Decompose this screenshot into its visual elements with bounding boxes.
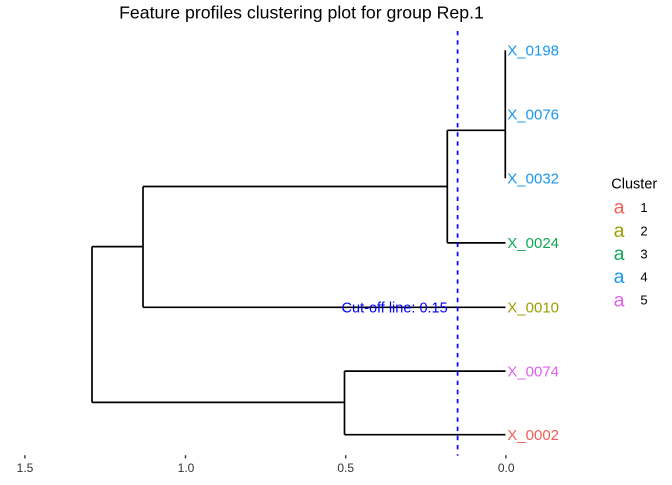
svg-text:a: a	[614, 266, 625, 288]
svg-text:1.5: 1.5	[17, 461, 34, 475]
svg-text:X_0032: X_0032	[507, 171, 559, 188]
svg-text:Feature profiles clustering pl: Feature profiles clustering plot for gro…	[119, 3, 484, 23]
svg-text:3: 3	[640, 247, 647, 262]
svg-text:X_0002: X_0002	[507, 427, 559, 444]
svg-text:X_0198: X_0198	[507, 42, 559, 59]
svg-text:0.5: 0.5	[337, 461, 354, 475]
svg-text:Cluster: Cluster	[611, 177, 657, 193]
svg-text:a: a	[614, 243, 625, 265]
svg-text:a: a	[614, 220, 625, 242]
svg-text:a: a	[614, 289, 625, 311]
svg-text:X_0076: X_0076	[507, 107, 559, 124]
svg-text:X_0024: X_0024	[507, 235, 559, 252]
svg-text:1.0: 1.0	[178, 461, 195, 475]
svg-text:0.0: 0.0	[498, 461, 515, 475]
svg-text:X_0074: X_0074	[507, 363, 559, 380]
svg-text:5: 5	[640, 293, 647, 308]
svg-text:a: a	[614, 197, 625, 219]
svg-text:2: 2	[640, 223, 647, 238]
svg-text:4: 4	[640, 270, 647, 285]
svg-text:1: 1	[640, 200, 647, 215]
svg-text:Cut-off line: 0.15: Cut-off line: 0.15	[342, 301, 448, 317]
svg-text:X_0010: X_0010	[507, 300, 559, 317]
